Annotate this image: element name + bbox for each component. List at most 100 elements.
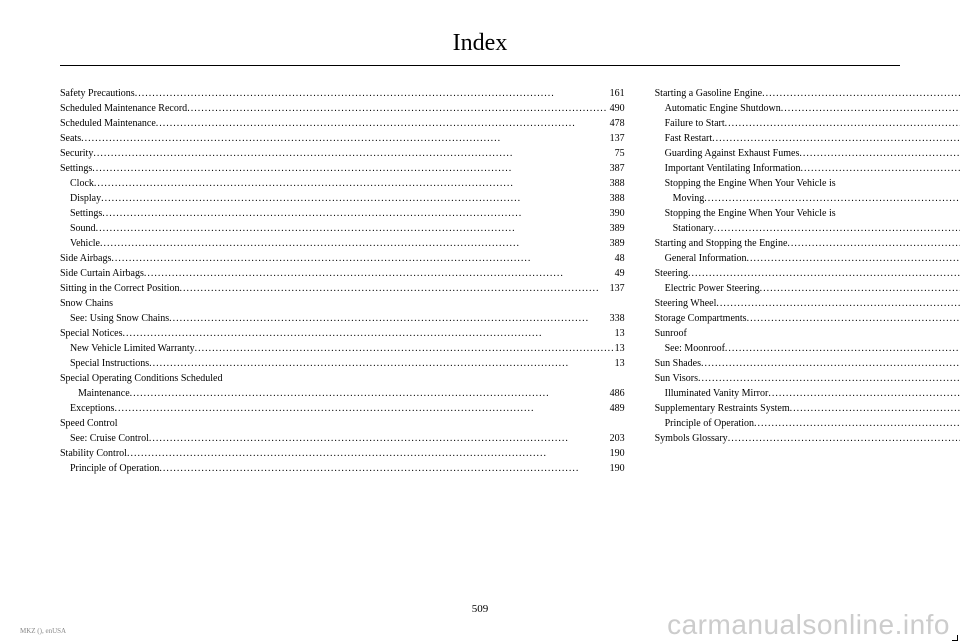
entry-label: Storage Compartments xyxy=(655,311,747,326)
entry-label: Sound xyxy=(70,221,96,236)
index-entry: Stationary159 xyxy=(655,221,960,236)
entry-page: 389 xyxy=(610,236,625,251)
entry-dots xyxy=(760,281,960,296)
entry-dots xyxy=(81,131,610,146)
index-page: Index Safety Precautions161Scheduled Mai… xyxy=(0,0,960,643)
index-entry: Fast Restart157 xyxy=(655,131,960,146)
entry-label: Clock xyxy=(70,176,94,191)
entry-page: 388 xyxy=(610,191,625,206)
entry-dots xyxy=(94,176,610,191)
entry-dots xyxy=(701,356,960,371)
index-entry: Settings390 xyxy=(60,206,625,221)
entry-label: Electric Power Steering xyxy=(665,281,760,296)
entry-dots xyxy=(149,356,614,371)
index-entry: Side Curtain Airbags 49 xyxy=(60,266,625,281)
index-entry: Guarding Against Exhaust Fumes159 xyxy=(655,146,960,161)
entry-page: 390 xyxy=(610,206,625,221)
index-entry: Vehicle 389 xyxy=(60,236,625,251)
entry-dots xyxy=(159,461,609,476)
entry-dots xyxy=(687,326,960,341)
entry-dots xyxy=(787,236,960,251)
entry-dots xyxy=(747,311,960,326)
index-entry: Starting a Gasoline Engine157 xyxy=(655,86,960,101)
entry-label: Steering Wheel xyxy=(655,296,717,311)
entry-dots xyxy=(135,86,610,101)
entry-label: Important Ventilating Information xyxy=(665,161,801,176)
entry-dots xyxy=(725,341,960,356)
watermark: carmanualsonline.info xyxy=(667,609,950,641)
index-columns: Safety Precautions161Scheduled Maintenan… xyxy=(60,86,900,536)
entry-label: Sitting in the Correct Position xyxy=(60,281,179,296)
entry-dots xyxy=(93,146,614,161)
entry-dots xyxy=(118,416,625,431)
entry-label: Vehicle xyxy=(70,236,100,251)
index-entry: Sun Visors97 xyxy=(655,371,960,386)
page-title: Index xyxy=(60,30,900,57)
index-entry: Stopping the Engine When Your Vehicle is xyxy=(655,176,960,191)
entry-dots xyxy=(113,296,625,311)
index-entry: Failure to Start158 xyxy=(655,116,960,131)
entry-label: General Information xyxy=(665,251,747,266)
entry-dots xyxy=(144,266,615,281)
index-entry: Automatic Engine Shutdown158 xyxy=(655,101,960,116)
entry-dots xyxy=(127,446,610,461)
index-entry: Scheduled Maintenance Record 490 xyxy=(60,101,625,116)
entry-label: Symbols Glossary xyxy=(655,431,728,446)
entry-label: Side Curtain Airbags xyxy=(60,266,144,281)
index-entry: Electric Power Steering222 xyxy=(655,281,960,296)
index-entry: See: Cruise Control 203 xyxy=(60,431,625,446)
entry-label: Safety Precautions xyxy=(60,86,135,101)
entry-dots xyxy=(762,86,960,101)
index-entry: General Information156 xyxy=(655,251,960,266)
index-entry: Scheduled Maintenance478 xyxy=(60,116,625,131)
entry-label: Principle of Operation xyxy=(70,461,159,476)
title-rule xyxy=(60,65,900,66)
entry-label: Snow Chains xyxy=(60,296,113,311)
entry-label: Sunroof xyxy=(655,326,687,341)
column-2: Starting a Gasoline Engine157Automatic E… xyxy=(655,86,960,536)
entry-page: 203 xyxy=(610,431,625,446)
entry-page: 338 xyxy=(610,311,625,326)
entry-page: 387 xyxy=(610,161,625,176)
entry-dots xyxy=(747,251,960,266)
entry-dots xyxy=(836,206,960,221)
entry-dots xyxy=(222,371,624,386)
entry-label: Fast Restart xyxy=(665,131,713,146)
entry-page: 137 xyxy=(610,281,625,296)
index-entry: Sound 389 xyxy=(60,221,625,236)
entry-label: Starting and Stopping the Engine xyxy=(655,236,788,251)
entry-label: Settings xyxy=(60,161,92,176)
entry-label: Guarding Against Exhaust Fumes xyxy=(665,146,800,161)
index-entry: Moving159 xyxy=(655,191,960,206)
entry-dots xyxy=(100,236,610,251)
entry-page: 13 xyxy=(615,341,625,356)
index-entry: See: Using Snow Chains338 xyxy=(60,311,625,326)
index-entry: Clock388 xyxy=(60,176,625,191)
entry-dots xyxy=(704,191,960,206)
entry-dots xyxy=(698,371,960,386)
entry-dots xyxy=(111,251,614,266)
index-entry: Settings 387 xyxy=(60,161,625,176)
entry-label: Security xyxy=(60,146,93,161)
index-entry: Stability Control190 xyxy=(60,446,625,461)
index-entry: Side Airbags48 xyxy=(60,251,625,266)
entry-label: Sun Shades xyxy=(655,356,701,371)
entry-dots xyxy=(790,401,960,416)
entry-label: Special Notices xyxy=(60,326,122,341)
entry-label: See: Cruise Control xyxy=(70,431,149,446)
index-entry: Symbols Glossary7 xyxy=(655,431,960,446)
entry-label: Scheduled Maintenance Record xyxy=(60,101,187,116)
entry-page: 478 xyxy=(610,116,625,131)
entry-dots xyxy=(768,386,960,401)
entry-page: 389 xyxy=(610,221,625,236)
index-entry: Principle of Operation190 xyxy=(60,461,625,476)
entry-dots xyxy=(101,191,610,206)
entry-dots xyxy=(688,266,960,281)
index-entry: Sunroof xyxy=(655,326,960,341)
index-entry: Special Notices13 xyxy=(60,326,625,341)
entry-dots xyxy=(156,116,610,131)
entry-page: 490 xyxy=(610,101,625,116)
entry-page: 49 xyxy=(615,266,625,281)
entry-page: 48 xyxy=(615,251,625,266)
entry-dots xyxy=(799,146,960,161)
